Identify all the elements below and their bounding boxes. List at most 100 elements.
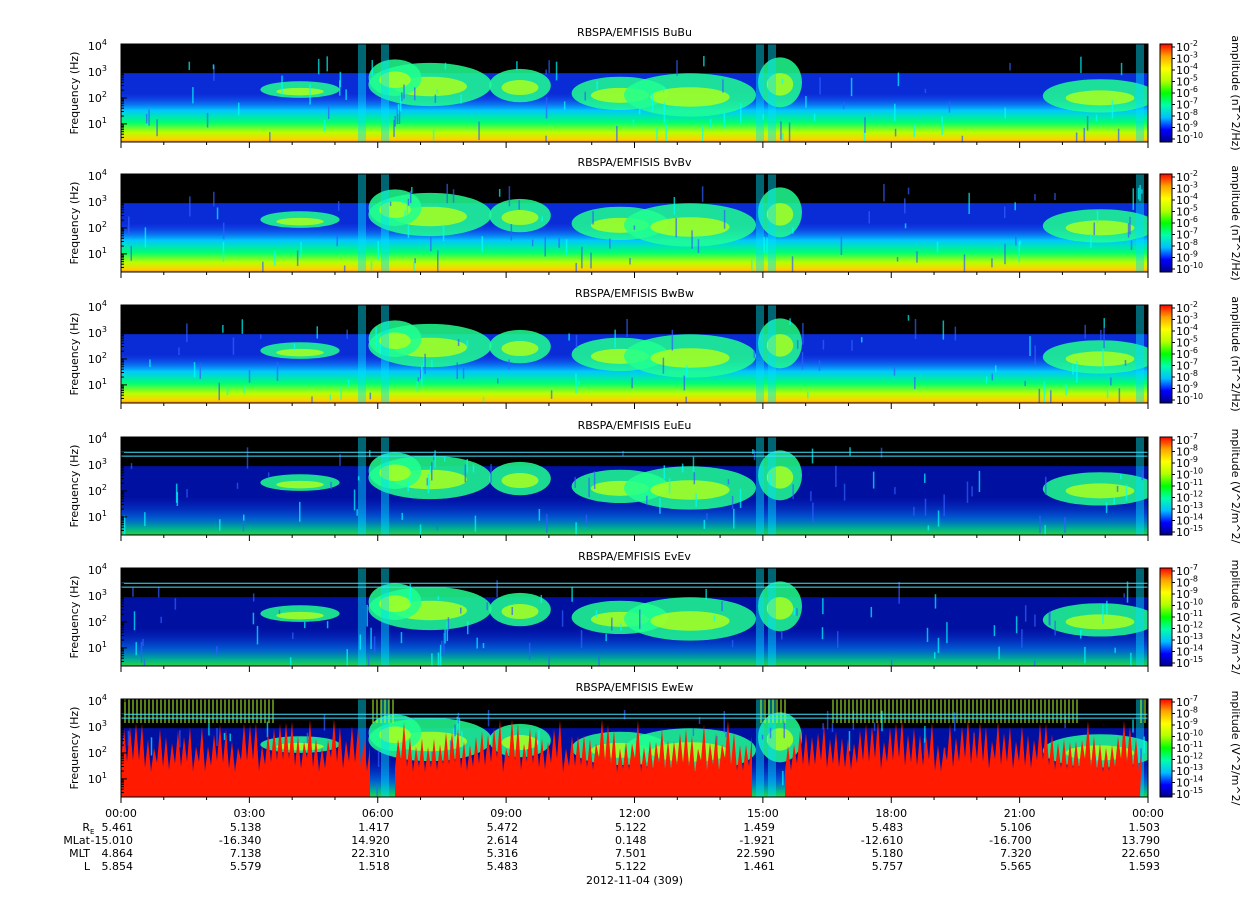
- colorbar-tick-label: 10-13: [1176, 501, 1203, 516]
- noise-speckle: [692, 728, 695, 737]
- noise-speckle: [174, 598, 177, 610]
- noise-speckle: [864, 117, 866, 133]
- time-tick-label: 06:00: [362, 807, 394, 820]
- panel-title: RBSPA/EMFISIS BuBu: [577, 26, 692, 39]
- panel-title: RBSPA/EMFISIS EvEv: [578, 550, 691, 563]
- noise-speckle: [614, 329, 616, 348]
- noise-speckle: [1105, 502, 1108, 513]
- colorbar-tick-label-base: 10: [1176, 76, 1190, 89]
- y-tick-label-base: 10: [88, 459, 102, 472]
- colorbar-tick-label: 10-9: [1176, 250, 1198, 265]
- colorbar-tick-label-exponent: -15: [1190, 786, 1203, 795]
- colorbar-tick-label-base: 10: [1176, 337, 1190, 350]
- noise-speckle: [946, 622, 948, 644]
- noise-speckle: [1014, 202, 1016, 211]
- noise-speckle: [373, 636, 376, 653]
- noise-speckle: [339, 71, 342, 87]
- noise-speckle: [389, 201, 392, 206]
- colorbar-tick-label-exponent: -5: [1190, 204, 1198, 213]
- colorbar: [1159, 567, 1173, 667]
- emission-core: [1065, 614, 1135, 630]
- noise-speckle: [571, 587, 573, 602]
- noise-speckle: [236, 482, 239, 489]
- noise-speckle: [456, 716, 459, 734]
- noise-speckle: [792, 227, 794, 234]
- noise-speckle: [1019, 240, 1021, 246]
- colorbar-tick-label-base: 10: [1176, 492, 1190, 505]
- noise-speckle: [581, 246, 583, 269]
- ephemeris-value: 1.518: [358, 860, 390, 873]
- colorbar-tick-label: 10-15: [1176, 786, 1203, 801]
- noise-speckle: [516, 61, 518, 71]
- colorbar-tick-label: 10-14: [1176, 775, 1203, 790]
- noise-speckle: [904, 198, 906, 214]
- noise-speckle: [761, 734, 764, 740]
- noise-speckle: [303, 621, 306, 629]
- colorbar-tick-label-base: 10: [1176, 696, 1190, 709]
- noise-speckle: [444, 628, 446, 644]
- noise-speckle: [993, 625, 996, 637]
- colorbar-tick-label: 10-8: [1176, 575, 1198, 590]
- colorbar-tick-label-base: 10: [1176, 383, 1190, 396]
- noise-speckle: [143, 658, 146, 666]
- ephemeris-value: 1.459: [743, 821, 775, 834]
- noise-speckle: [605, 633, 607, 642]
- noise-speckle: [427, 473, 430, 494]
- ephemeris-value: 14.920: [351, 834, 390, 847]
- noise-speckle: [1125, 484, 1128, 501]
- colorbar-tick-label: 10-3: [1176, 312, 1198, 327]
- ephemeris-value: -16.700: [989, 834, 1031, 847]
- colorbar-tick-label: 10-10: [1176, 392, 1203, 407]
- y-tick-label: 101: [88, 771, 107, 786]
- burst-stripe: [358, 568, 366, 666]
- colorbar-tick-label-base: 10: [1176, 588, 1190, 601]
- noise-speckle: [1110, 377, 1112, 386]
- colorbar-tick-label-base: 10: [1176, 788, 1190, 801]
- noise-speckle: [766, 237, 768, 254]
- noise-speckle: [769, 472, 772, 486]
- colorbar-tick-label: 10-10: [1176, 598, 1203, 613]
- noise-speckle: [1095, 114, 1098, 122]
- noise-speckle: [508, 186, 511, 207]
- ephemeris-value: 4.864: [102, 847, 134, 860]
- noise-speckle: [545, 135, 547, 142]
- noise-speckle: [274, 250, 276, 266]
- noise-speckle: [343, 265, 346, 272]
- y-tick-label-exponent: 1: [102, 116, 107, 125]
- noise-speckle: [413, 87, 416, 101]
- noise-speckle: [300, 242, 302, 258]
- colorbar-tick-label-exponent: -14: [1190, 775, 1203, 784]
- noise-speckle: [1045, 476, 1047, 495]
- y-tick-label-base: 10: [88, 511, 102, 524]
- noise-speckle: [1106, 389, 1109, 399]
- ephemeris-value: 1.593: [1129, 860, 1161, 873]
- ephemeris-row-label: MLat: [63, 834, 90, 847]
- colorbar-tick-label-exponent: -5: [1190, 74, 1198, 83]
- noise-speckle: [339, 454, 341, 466]
- colorbar-tick-label: 10-8: [1176, 238, 1198, 253]
- noise-speckle: [462, 367, 465, 379]
- colorbar-tick-label-exponent: -8: [1190, 108, 1198, 117]
- noise-speckle: [703, 519, 706, 530]
- noise-speckle: [401, 512, 403, 520]
- y-tick-label: 104: [88, 431, 107, 446]
- burst-stripe: [1136, 174, 1144, 272]
- noise-speckle: [868, 211, 870, 224]
- burst-stripe: [756, 305, 764, 403]
- noise-speckle: [565, 239, 568, 256]
- noise-speckle: [393, 119, 395, 137]
- noise-speckle: [1084, 324, 1086, 339]
- ephemeris-row-label: L: [84, 860, 91, 873]
- colorbar-tick-label-exponent: -3: [1190, 312, 1198, 321]
- noise-speckle: [926, 627, 929, 642]
- colorbar-tick-label: 10-8: [1176, 369, 1198, 384]
- noise-speckle: [1076, 360, 1078, 383]
- noise-speckle: [914, 319, 917, 340]
- noise-speckle: [276, 361, 279, 381]
- noise-speckle: [398, 109, 401, 124]
- noise-speckle: [898, 581, 900, 604]
- noise-speckle: [723, 711, 726, 733]
- noise-speckle: [444, 62, 447, 70]
- noise-speckle: [346, 329, 348, 339]
